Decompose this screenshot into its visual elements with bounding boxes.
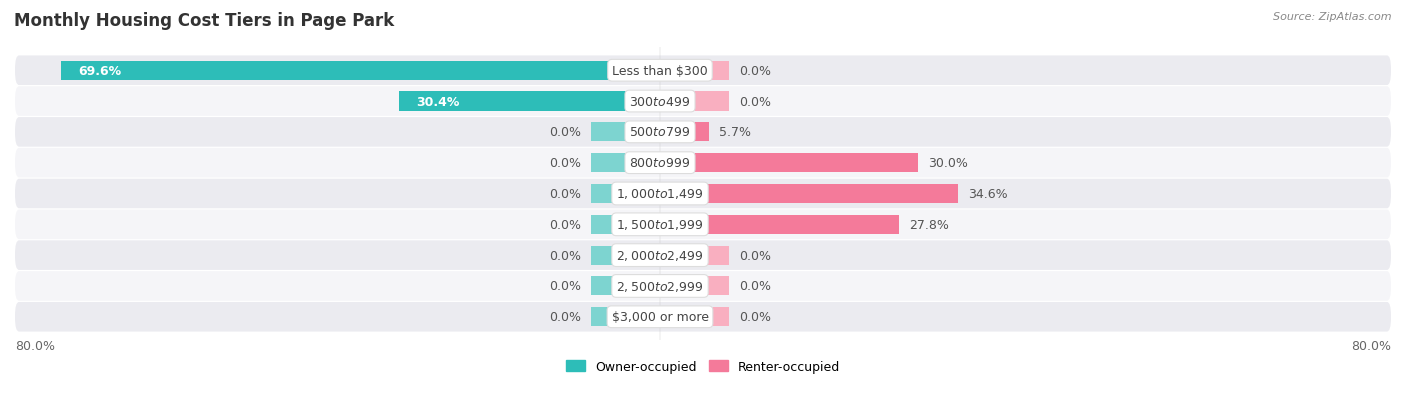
- FancyBboxPatch shape: [15, 210, 1391, 240]
- Bar: [659, 307, 728, 327]
- Text: $2,500 to $2,999: $2,500 to $2,999: [616, 279, 704, 293]
- Text: Less than $300: Less than $300: [612, 64, 707, 78]
- Bar: [591, 277, 659, 296]
- Text: 0.0%: 0.0%: [740, 311, 770, 323]
- Bar: [659, 62, 728, 81]
- Text: $1,000 to $1,499: $1,000 to $1,499: [616, 187, 704, 201]
- Text: 34.6%: 34.6%: [967, 188, 1008, 200]
- Text: 0.0%: 0.0%: [548, 157, 581, 170]
- Text: 0.0%: 0.0%: [548, 188, 581, 200]
- Text: 80.0%: 80.0%: [15, 339, 55, 352]
- Text: $3,000 or more: $3,000 or more: [612, 311, 709, 323]
- Bar: [659, 246, 728, 265]
- FancyBboxPatch shape: [15, 302, 1391, 332]
- FancyBboxPatch shape: [15, 56, 1391, 86]
- Text: 0.0%: 0.0%: [740, 95, 770, 108]
- Text: 0.0%: 0.0%: [548, 249, 581, 262]
- Text: $300 to $499: $300 to $499: [630, 95, 690, 108]
- Bar: [659, 277, 728, 296]
- Text: 0.0%: 0.0%: [740, 64, 770, 78]
- FancyBboxPatch shape: [15, 87, 1391, 116]
- FancyBboxPatch shape: [15, 241, 1391, 270]
- Text: $800 to $999: $800 to $999: [630, 157, 690, 170]
- Bar: [659, 92, 728, 112]
- Bar: [659, 123, 709, 142]
- Bar: [62, 62, 659, 81]
- Text: $2,000 to $2,499: $2,000 to $2,499: [616, 249, 704, 263]
- Bar: [591, 185, 659, 204]
- FancyBboxPatch shape: [15, 271, 1391, 301]
- Bar: [591, 154, 659, 173]
- Bar: [659, 185, 957, 204]
- Text: 0.0%: 0.0%: [548, 218, 581, 231]
- Text: 30.4%: 30.4%: [416, 95, 460, 108]
- Text: Monthly Housing Cost Tiers in Page Park: Monthly Housing Cost Tiers in Page Park: [14, 12, 394, 30]
- Text: 0.0%: 0.0%: [548, 126, 581, 139]
- Text: $1,500 to $1,999: $1,500 to $1,999: [616, 218, 704, 232]
- Text: 5.7%: 5.7%: [720, 126, 751, 139]
- Text: 30.0%: 30.0%: [928, 157, 969, 170]
- Bar: [591, 215, 659, 234]
- Text: 69.6%: 69.6%: [79, 64, 122, 78]
- Text: 0.0%: 0.0%: [548, 280, 581, 293]
- FancyBboxPatch shape: [15, 149, 1391, 178]
- Bar: [659, 154, 918, 173]
- Bar: [591, 123, 659, 142]
- Text: 0.0%: 0.0%: [740, 280, 770, 293]
- Text: 0.0%: 0.0%: [740, 249, 770, 262]
- FancyBboxPatch shape: [15, 118, 1391, 147]
- Bar: [659, 215, 898, 234]
- Text: Source: ZipAtlas.com: Source: ZipAtlas.com: [1274, 12, 1392, 22]
- Text: 27.8%: 27.8%: [910, 218, 949, 231]
- Legend: Owner-occupied, Renter-occupied: Owner-occupied, Renter-occupied: [561, 355, 845, 377]
- Bar: [591, 246, 659, 265]
- Text: 0.0%: 0.0%: [548, 311, 581, 323]
- Text: 80.0%: 80.0%: [1351, 339, 1391, 352]
- FancyBboxPatch shape: [15, 179, 1391, 209]
- Bar: [398, 92, 659, 112]
- Bar: [591, 307, 659, 327]
- Text: $500 to $799: $500 to $799: [630, 126, 690, 139]
